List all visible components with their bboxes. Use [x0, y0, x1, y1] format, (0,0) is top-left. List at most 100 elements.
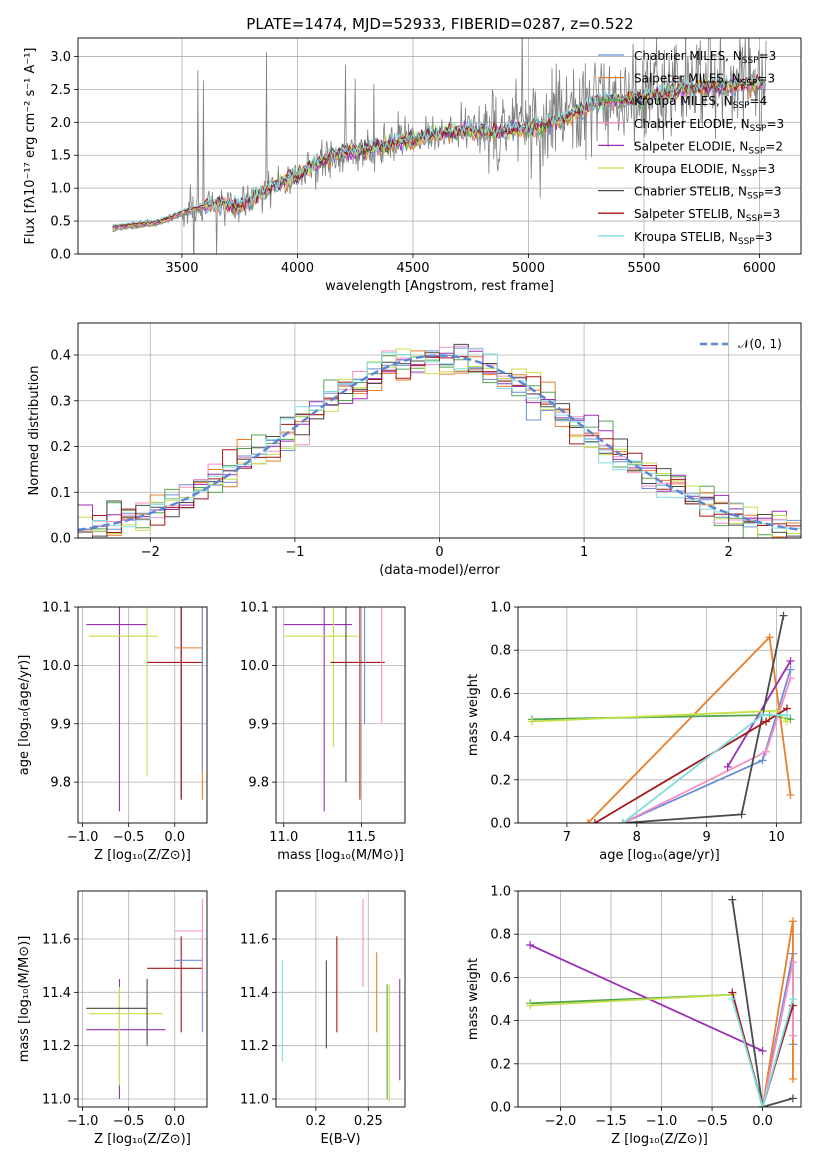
- legend-name: Salpeter MILES, N: [634, 72, 741, 86]
- y-tick-label: 11.2: [240, 1039, 269, 1054]
- plot-area: [527, 611, 795, 823]
- axes-frame: [517, 890, 802, 1108]
- x-tick-label: −1.0: [67, 830, 99, 845]
- plot-area: [78, 343, 801, 538]
- legend-name: Kroupa STELIB, N: [634, 230, 738, 244]
- legend-tail: =3: [764, 185, 782, 199]
- plot-area: [112, 38, 767, 254]
- x-tick-label: −1.0: [646, 1114, 678, 1129]
- x-tick-label: 2: [725, 545, 733, 560]
- weight-marker: [758, 756, 767, 765]
- weight-series-line: [529, 944, 763, 1052]
- weight-marker: [762, 717, 771, 726]
- x-axis-label: E(B-V): [320, 1132, 360, 1147]
- x-axis-label: Z [log₁₀(Z/Z⊙)]: [94, 848, 191, 863]
- legend-entry: 𝒩(0, 1): [738, 337, 782, 351]
- legend-name: Kroupa ELODIE, N: [634, 162, 741, 176]
- weight-series-line: [731, 899, 794, 1107]
- legend-sub: SSP: [748, 146, 765, 156]
- figure-title: PLATE=1474, MJD=52933, FIBERID=0287, z=0…: [246, 15, 633, 33]
- weight-marker: [788, 958, 797, 967]
- y-tick-label: 0.4: [50, 349, 71, 364]
- legend: 𝒩(0, 1): [700, 337, 782, 351]
- weight-marker: [762, 747, 771, 756]
- weight-marker: [758, 1046, 767, 1055]
- x-tick-label: 6000: [743, 261, 776, 276]
- x-tick-label: −0.5: [113, 1114, 145, 1129]
- legend-sub: SSP: [750, 124, 767, 134]
- weight-marker: [765, 633, 774, 642]
- y-tick-label: 0.4: [490, 1014, 511, 1029]
- x-tick-label: 0.0: [164, 1114, 185, 1129]
- y-tick-label: 9.9: [50, 717, 71, 732]
- axes-frame: [275, 606, 406, 824]
- weight-marker: [728, 895, 737, 904]
- legend-tail: =4: [750, 94, 768, 108]
- y-tick-label: 11.0: [240, 1093, 269, 1108]
- axes-frame: [77, 890, 208, 1108]
- x-tick-label: −1.0: [67, 1114, 99, 1129]
- panel-mass_vs_age: 11.0 11.5 9.8 9.9 10.0 10.1 mass [log₁₀(M/M⊙)]: [240, 601, 406, 863]
- x-tick-label: −1: [285, 545, 304, 560]
- weight-series-line: [726, 660, 792, 768]
- weight-marker: [618, 819, 627, 823]
- y-tick-label: 0.5: [50, 215, 71, 230]
- legend-entry: Kroupa ELODIE, NSSP=3: [634, 162, 775, 179]
- x-tick-label: 4000: [281, 261, 314, 276]
- legend-entry: Salpeter MILES, NSSP=3: [634, 72, 775, 89]
- y-tick-label: 0.2: [490, 1057, 511, 1072]
- x-tick-label: 11.5: [347, 830, 376, 845]
- weight-marker: [527, 717, 536, 726]
- weight-marker: [779, 611, 788, 620]
- y-axis-label: mass [log₁₀(M/M⊙)]: [17, 936, 32, 1063]
- x-tick-label: 0.25: [354, 1114, 383, 1129]
- x-tick-label: −1.5: [595, 1114, 627, 1129]
- y-tick-label: 11.0: [42, 1093, 71, 1108]
- y-tick-label: 0.8: [490, 644, 511, 659]
- panel-Z_vs_mass_weight: −2.0 −1.5 −1.0 −0.5 0.0 0.0 0.2 0.4 0.6 0.8 1.0 Z […: [466, 885, 802, 1147]
- y-tick-label: 0.0: [490, 1101, 511, 1116]
- x-tick-label: 5000: [512, 261, 545, 276]
- weight-marker: [786, 665, 795, 674]
- weight-marker: [788, 1074, 797, 1083]
- weight-series-line: [731, 992, 794, 1107]
- legend-tail: =3: [759, 49, 777, 63]
- y-axis-label: Flux [fλ10⁻¹⁷ erg cm⁻² s⁻¹ A⁻¹]: [23, 48, 38, 245]
- weight-marker: [786, 790, 795, 799]
- x-tick-label: 11.0: [269, 830, 298, 845]
- weight-marker: [590, 819, 599, 823]
- weight-marker: [788, 995, 797, 1003]
- x-tick-label: 0.0: [752, 1114, 773, 1129]
- weight-marker: [788, 917, 797, 926]
- legend-entry: Salpeter STELIB, NSSP=3: [634, 207, 780, 224]
- y-tick-label: 0.4: [490, 730, 511, 745]
- axes-frame: [517, 606, 802, 824]
- legend-entry: Chabrier MILES, NSSP=3: [634, 49, 776, 66]
- y-tick-label: 11.6: [42, 933, 71, 948]
- residual-histogram-step: [78, 347, 801, 530]
- axes-frame: [77, 37, 802, 255]
- weight-marker: [728, 995, 737, 1003]
- weight-marker: [758, 1103, 767, 1107]
- x-tick-label: 8: [633, 830, 641, 845]
- panel-spectrum: 3500 4000 4500 5000 5500 6000 0.0 0.5 1.0 1.5 2.0 2…: [23, 37, 802, 294]
- y-tick-label: 0.0: [50, 248, 71, 263]
- weight-marker: [788, 1094, 797, 1103]
- y-tick-label: 0.2: [490, 773, 511, 788]
- x-tick-label: −2: [141, 545, 160, 560]
- weight-marker: [783, 711, 792, 719]
- legend-name: Chabrier STELIB, N: [634, 185, 747, 199]
- normal-pdf-line: [78, 354, 799, 532]
- x-axis-label: Z [log₁₀(Z/Z⊙)]: [94, 1132, 191, 1147]
- legend-sub: SSP: [742, 56, 759, 66]
- weight-marker: [526, 941, 535, 949]
- y-tick-label: 9.8: [50, 776, 71, 791]
- legend-tail: =3: [757, 72, 775, 86]
- model-spectrum-line: [112, 75, 766, 227]
- x-tick-label: 0.2: [306, 1114, 327, 1129]
- legend-sub: SSP: [741, 79, 758, 89]
- y-tick-label: 1.5: [50, 149, 71, 164]
- y-tick-label: 11.4: [240, 986, 269, 1001]
